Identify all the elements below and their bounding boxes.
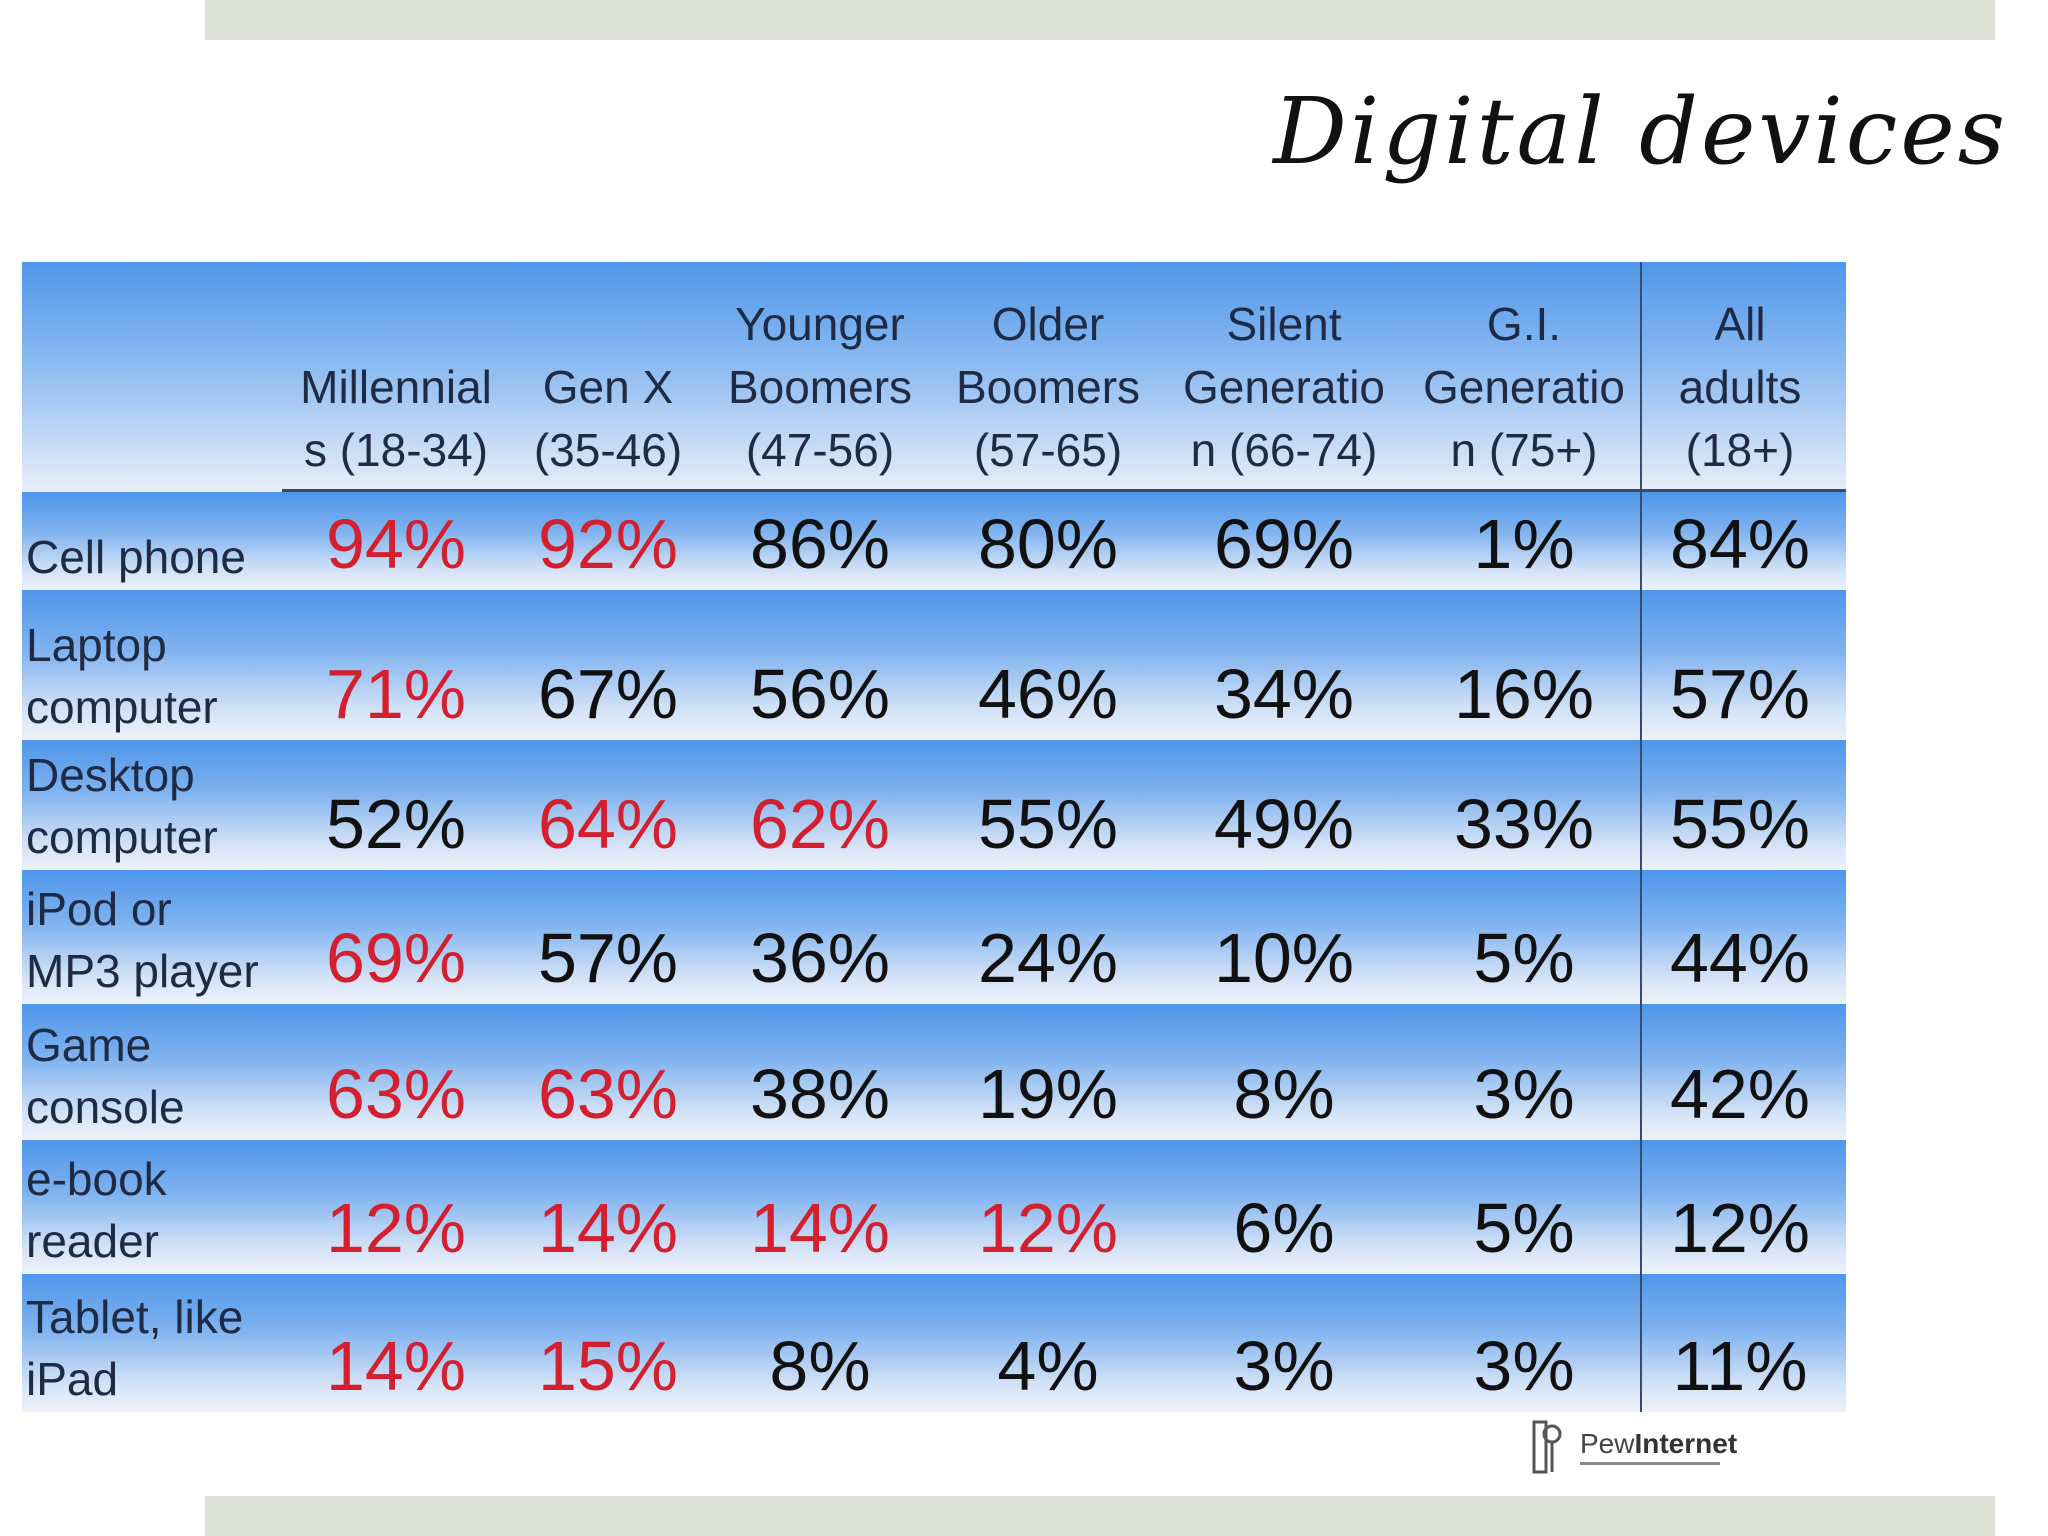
data-table: Millennial s (18-34) Gen X (35-46) Younger… (22, 262, 1846, 1412)
table-cell: 8% (769, 1327, 871, 1405)
table-cell: 38% (749, 1055, 891, 1133)
logo-tagline-line (1580, 1462, 1720, 1465)
table-cell: 19% (977, 1055, 1119, 1133)
top-decorative-bar (205, 0, 1995, 40)
table-cell: 14% (749, 1189, 891, 1267)
column-header: G.I. Generatio n (75+) (1422, 298, 1625, 476)
table-cell: 92% (537, 505, 679, 583)
table-cell: 15% (537, 1327, 679, 1405)
table-cell: 71% (325, 655, 467, 733)
table-cell: 12% (977, 1189, 1119, 1267)
row-label: Tablet, like iPad (26, 1291, 244, 1405)
row-label: Desktop computer (26, 749, 218, 863)
table-cell: 14% (325, 1327, 467, 1405)
table-row: e-book reader 12% 14% 14% 12% 6% 5% 12% (22, 1140, 1846, 1274)
table-cell: 86% (749, 505, 891, 583)
table-cell: 24% (977, 919, 1119, 997)
table-cell: 16% (1453, 655, 1595, 733)
table-cell: 55% (1669, 785, 1811, 863)
page-title: Digital devices (1273, 78, 2008, 185)
table-cell: 14% (537, 1189, 679, 1267)
table-cell: 57% (1669, 655, 1811, 733)
table-cell: 1% (1473, 505, 1575, 583)
table-cell: 69% (1213, 505, 1355, 583)
table-row: iPod or MP3 player 69% 57% 36% 24% 10% 5% 44% (22, 870, 1846, 1004)
table-cell: 3% (1233, 1327, 1335, 1405)
table-cell: 84% (1669, 505, 1811, 583)
bottom-decorative-bar (205, 1496, 1995, 1536)
table-cell: 36% (749, 919, 891, 997)
table-row: Cell phone 94% 92% 86% 80% 69% 1% 84% (22, 492, 1846, 590)
table-cell: 8% (1233, 1055, 1335, 1133)
column-header: Silent Generatio n (66-74) (1182, 298, 1385, 476)
logo-text-bold: Internet (1634, 1428, 1738, 1459)
table-cell: 69% (325, 919, 467, 997)
table-row: Game console 63% 63% 38% 19% 8% 3% 42% (22, 1004, 1846, 1140)
logo-wordmark: PewInternet (1580, 1428, 1737, 1460)
table-cell: 52% (325, 785, 467, 863)
all-adults-divider (1640, 262, 1642, 1412)
table-row: Laptop computer 71% 67% 56% 46% 34% 16% 57% (22, 590, 1846, 740)
table-cell: 63% (537, 1055, 679, 1133)
table-header: Millennial s (18-34) Gen X (35-46) Younger… (22, 262, 1846, 492)
column-header: All adults (18+) (1678, 298, 1802, 476)
table-row: Desktop computer 52% 64% 62% 55% 49% 33% 55% (22, 740, 1846, 870)
table-cell: 4% (997, 1327, 1099, 1405)
column-header: Gen X (35-46) (533, 361, 683, 476)
table-cell: 44% (1669, 919, 1811, 997)
table-cell: 10% (1213, 919, 1355, 997)
table-cell: 67% (537, 655, 679, 733)
table-cell: 3% (1473, 1055, 1575, 1133)
pew-internet-logo: PewInternet (1530, 1418, 1737, 1478)
row-label: e-book reader (26, 1153, 167, 1267)
table-cell: 49% (1213, 785, 1355, 863)
table-cell: 57% (537, 919, 679, 997)
table-cell: 94% (325, 505, 467, 583)
table-cell: 62% (749, 785, 891, 863)
column-header: Older Boomers (57-65) (955, 298, 1141, 476)
table-cell: 56% (749, 655, 891, 733)
table-cell: 5% (1473, 919, 1575, 997)
table-cell: 3% (1473, 1327, 1575, 1405)
row-label: Laptop computer (26, 619, 218, 733)
table-cell: 64% (537, 785, 679, 863)
table-cell: 11% (1672, 1327, 1808, 1405)
row-label: Game console (26, 1019, 185, 1133)
table-cell: 34% (1213, 655, 1355, 733)
table-cell: 46% (977, 655, 1119, 733)
pew-logo-icon (1532, 1420, 1562, 1474)
table-cell: 80% (977, 505, 1119, 583)
row-label: iPod or MP3 player (26, 883, 259, 997)
table-cell: 42% (1669, 1055, 1811, 1133)
table-cell: 33% (1453, 785, 1595, 863)
table-cell: 63% (325, 1055, 467, 1133)
column-header: Millennial s (18-34) (300, 361, 492, 476)
table-cell: 6% (1233, 1189, 1335, 1267)
table-cell: 12% (325, 1189, 467, 1267)
table-cell: 55% (977, 785, 1119, 863)
table-row: Tablet, like iPad 14% 15% 8% 4% 3% 3% 11% (22, 1274, 1846, 1412)
logo-text-pre: Pew (1580, 1428, 1635, 1459)
row-label: Cell phone (26, 531, 246, 583)
column-header: Younger Boomers (47-56) (727, 298, 913, 476)
table-cell: 5% (1473, 1189, 1575, 1267)
table-cell: 12% (1669, 1189, 1811, 1267)
header-divider-line (282, 489, 1846, 492)
